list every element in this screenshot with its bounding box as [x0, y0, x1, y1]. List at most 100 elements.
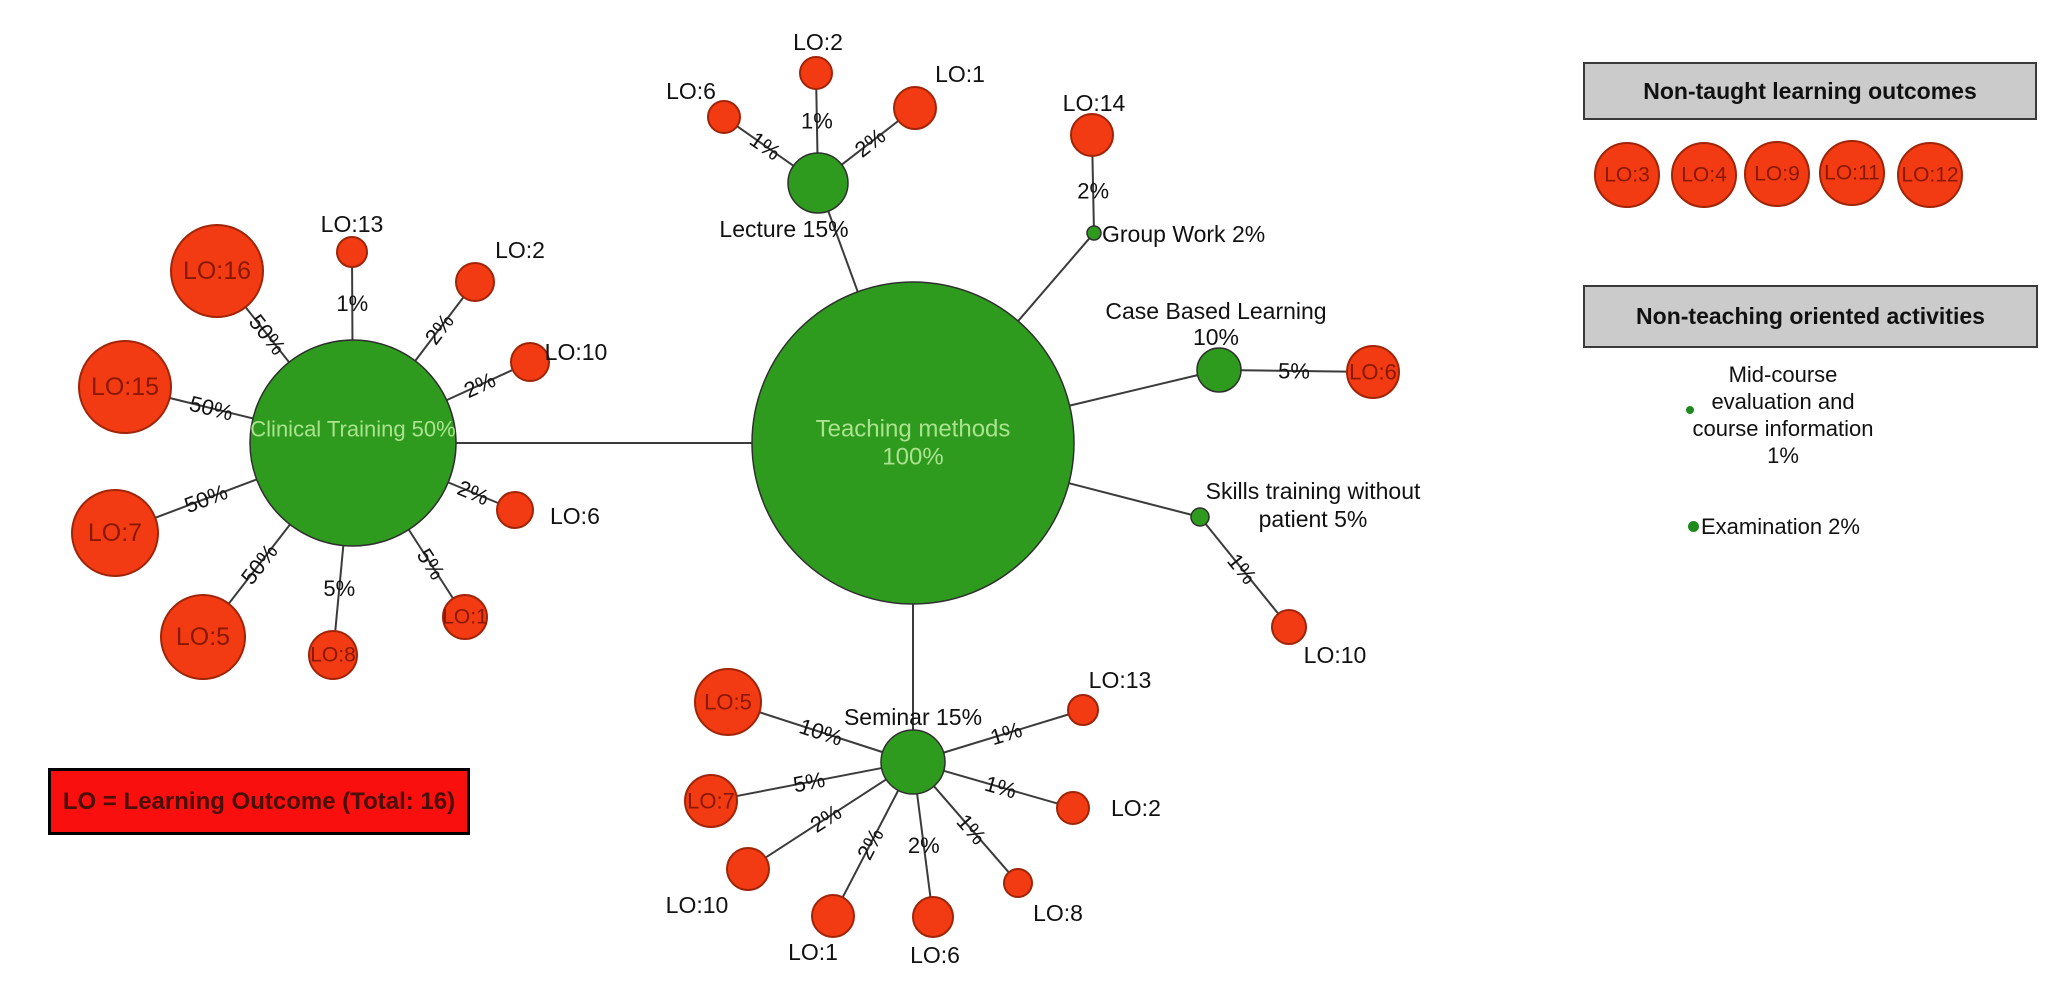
legend-activities-box: Non-teaching oriented activities: [1583, 285, 2038, 348]
edge-label-seminar-lo8_seminar: 1%: [952, 809, 992, 849]
node-label-lo2_seminar: LO:2: [1111, 795, 1161, 821]
edge-label-clinical-lo5_clinical: 50%: [236, 539, 283, 589]
edge-teaching-cbl: [1069, 374, 1198, 407]
edge-teaching-skills: [1068, 482, 1192, 516]
edge-label-seminar-lo2_seminar: 1%: [982, 771, 1019, 804]
node-lo5_seminar: [694, 668, 762, 736]
node-label-teaching: Teaching methods: [816, 416, 1011, 443]
edge-lecture-lo6_lecture: [736, 125, 795, 167]
node-label-lo15_clinical: LO:15: [91, 373, 159, 401]
legend-nontaught-title: Non-taught learning outcomes: [1643, 77, 1977, 104]
node-label-lo7_clinical: LO:7: [88, 519, 142, 547]
node-label-lo8_clinical: LO:8: [310, 644, 356, 667]
edge-label-clinical-lo8_clinical: 5%: [323, 576, 355, 601]
edge-label-clinical-lo6_clinical: 2%: [454, 475, 493, 510]
node-label-lo7_seminar: LO:7: [687, 789, 735, 814]
node-lo8_clinical: [308, 630, 358, 680]
edge-label-clinical-lo16_clinical: 50%: [244, 310, 291, 360]
edge-lecture-lo2_lecture: [815, 88, 819, 154]
node-teaching: [751, 281, 1075, 605]
node-lo8_seminar: [1003, 868, 1033, 898]
node-lecture: [787, 152, 849, 214]
edge-label-seminar-lo6_seminar: 2%: [908, 833, 940, 858]
edge-clinical-lo2_clinical: [414, 296, 465, 362]
edge-clinical-lo8_clinical: [334, 545, 345, 632]
node-cbl: [1196, 347, 1242, 393]
node-groupwork: [1086, 225, 1102, 241]
node-label-lo6_lecture: LO:6: [666, 78, 716, 104]
node-label-lo5_seminar: LO:5: [704, 690, 752, 715]
node-lo1_seminar: [811, 894, 855, 938]
edge-clinical-lo10_clinical: [446, 368, 514, 402]
node-label-lo11_legend: LO:11: [1824, 162, 1880, 185]
edge-label-seminar-lo13_seminar: 1%: [987, 717, 1025, 750]
node-label-lo2_clinical: LO:2: [495, 237, 545, 263]
node-label-lo1_seminar: LO:1: [788, 939, 838, 965]
edge-seminar-lo5_seminar: [759, 711, 883, 754]
node-label-lo10_clinical: LO:10: [545, 339, 608, 365]
node-label-cbl: 10%: [1193, 324, 1239, 350]
node-lo7_clinical: [71, 489, 159, 577]
mid-course-dot: [1686, 406, 1694, 414]
edge-label-seminar-lo10_seminar: 2%: [806, 799, 846, 837]
node-label-lo13_clinical: LO:13: [321, 211, 384, 237]
node-lo15_clinical: [78, 340, 172, 434]
node-label-lo2_lecture: LO:2: [793, 29, 843, 55]
legend-nontaught-box: Non-taught learning outcomes: [1583, 62, 2037, 120]
edge-label-groupwork-lo14_groupwork: 2%: [1077, 178, 1109, 203]
node-lo16_clinical: [170, 224, 264, 318]
edge-clinical-lo7_clinical: [154, 478, 258, 519]
node-label-lo4_legend: LO:4: [1681, 164, 1727, 187]
edge-clinical-lo16_clinical: [244, 306, 290, 363]
node-label-skills: patient 5%: [1259, 506, 1368, 532]
edge-groupwork-lo14_groupwork: [1091, 155, 1095, 227]
node-lo11_legend: [1819, 140, 1885, 206]
edge-label-skills-lo10_skills: 1%: [1222, 549, 1261, 589]
lo-definition-text: LO = Learning Outcome (Total: 16): [62, 787, 456, 815]
edge-label-seminar-lo1_seminar: 2%: [852, 824, 889, 864]
node-lo1_lecture: [893, 86, 937, 130]
mid-course-label: Mid-course evaluation and course informa…: [1692, 362, 1874, 468]
node-label-cbl: Case Based Learning: [1105, 298, 1326, 324]
edge-seminar-lo10_seminar: [765, 778, 887, 859]
examination-label: Examination 2%: [1701, 514, 1860, 539]
node-lo2_seminar: [1056, 791, 1090, 825]
node-label-lo10_skills: LO:10: [1304, 642, 1367, 668]
edge-lecture-lo1_lecture: [841, 120, 899, 166]
edge-label-seminar-lo5_seminar: 10%: [796, 713, 846, 750]
node-label-skills: Skills training without: [1206, 478, 1421, 504]
node-label-lo9_legend: LO:9: [1754, 163, 1800, 186]
node-label-lo5_clinical: LO:5: [176, 623, 230, 651]
edge-seminar-lo8_seminar: [933, 785, 1010, 874]
edge-label-lecture-lo1_lecture: 2%: [850, 123, 890, 162]
edge-seminar-lo13_seminar: [943, 713, 1069, 754]
edge-label-lecture-lo2_lecture: 1%: [801, 109, 833, 134]
node-lo2_lecture: [799, 56, 833, 90]
node-skills: [1190, 507, 1210, 527]
lo-definition-note: LO = Learning Outcome (Total: 16): [48, 768, 470, 835]
examination-dot: [1688, 521, 1699, 532]
edge-clinical-lo1_clinical: [407, 529, 454, 600]
node-lo5_clinical: [160, 594, 246, 680]
node-label-groupwork: Group Work 2%: [1102, 221, 1265, 247]
edge-seminar-lo1_seminar: [841, 789, 900, 898]
node-lo12_legend: [1897, 142, 1963, 208]
edge-seminar-lo6_seminar: [916, 793, 932, 898]
edge-skills-lo10_skills: [1204, 523, 1280, 615]
edge-clinical-lo5_clinical: [227, 523, 291, 605]
node-label-lo6_clinical: LO:6: [550, 503, 600, 529]
node-label-seminar: Seminar 15%: [844, 704, 982, 730]
node-lo4_legend: [1671, 142, 1737, 208]
edge-seminar-lo2_seminar: [943, 769, 1058, 805]
node-lo1_clinical: [442, 594, 488, 640]
edge-teaching-lecture: [827, 210, 859, 293]
edge-seminar-lo7_seminar: [736, 767, 882, 798]
node-label-lo6_cbl: LO:6: [1349, 360, 1397, 385]
node-lo10_seminar: [726, 847, 770, 891]
node-lo13_clinical: [336, 236, 368, 268]
edge-label-seminar-lo7_seminar: 5%: [791, 767, 827, 798]
node-label-lo13_seminar: LO:13: [1089, 667, 1152, 693]
node-label-lo8_seminar: LO:8: [1033, 900, 1083, 926]
